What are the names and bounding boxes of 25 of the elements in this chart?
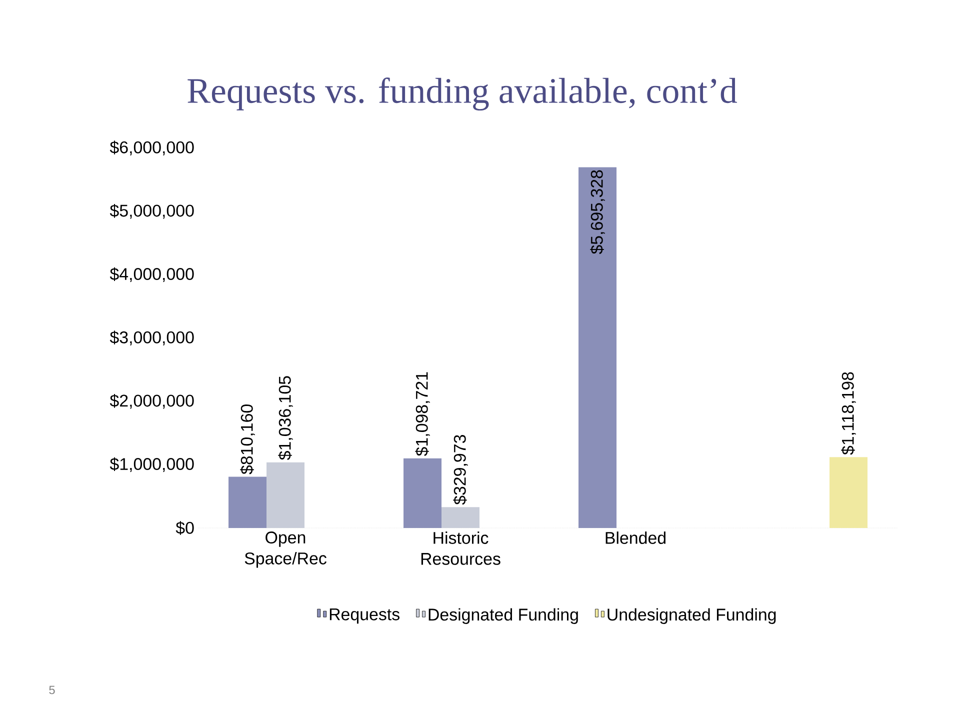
legend-label: Undesignated Funding xyxy=(608,608,776,624)
data-label: $1,036,105 xyxy=(278,376,293,460)
data-label: $329,973 xyxy=(453,435,468,505)
data-label: $810,160 xyxy=(240,404,255,474)
x-tick-label: Historic Resources xyxy=(421,532,500,565)
y-tick-label: $6,000,000 xyxy=(110,140,194,156)
bar xyxy=(578,167,617,528)
legend-label: Designated Funding xyxy=(428,608,578,624)
text: 5 xyxy=(49,686,55,694)
y-tick-label: $0 xyxy=(176,521,194,535)
y-tick-label: $2,000,000 xyxy=(110,394,194,409)
bar xyxy=(228,476,266,528)
data-label: $5,695,328 xyxy=(590,170,605,254)
data-label: $1,118,198 xyxy=(841,372,856,455)
legend-label: Requests xyxy=(330,608,400,624)
x-tick-label: Blended xyxy=(606,532,666,544)
y-tick-label: $3,000,000 xyxy=(110,330,194,346)
y-tick-label: $4,000,000 xyxy=(110,267,194,282)
data-label: $1,098,721 xyxy=(415,372,430,456)
y-tick-label: $5,000,000 xyxy=(110,204,194,219)
chart-title: Requests vs. funding available, cont’d xyxy=(188,78,738,110)
x-tick-label: Open Space/Rec xyxy=(244,532,326,568)
bar xyxy=(404,458,442,528)
bar xyxy=(830,457,868,528)
y-tick-label: $1,000,000 xyxy=(110,457,194,472)
